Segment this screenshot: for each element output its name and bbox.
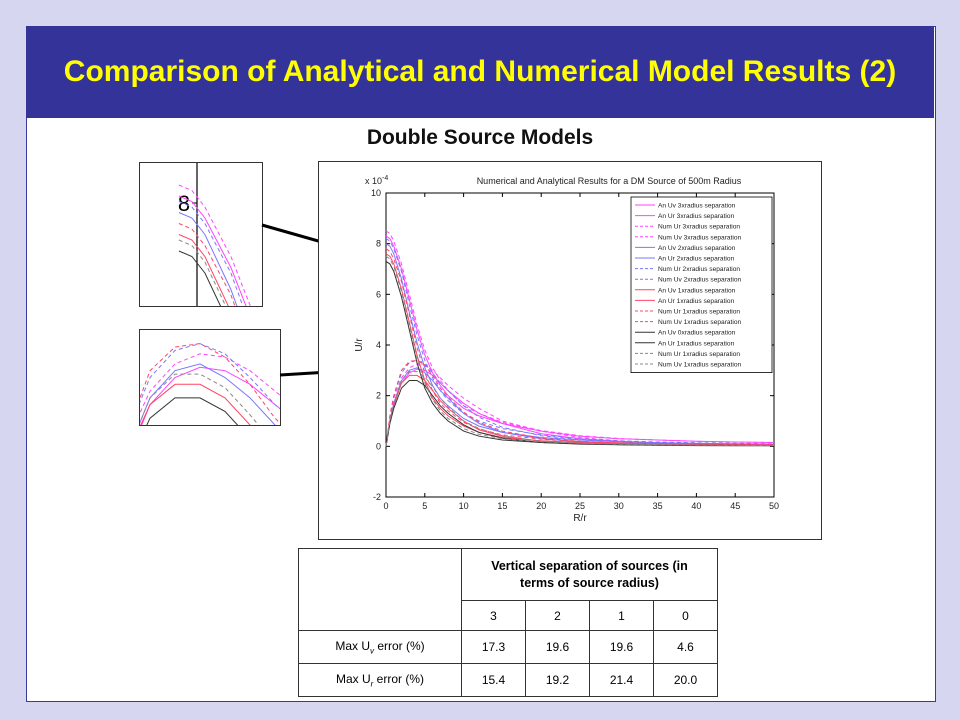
table-row: Max Uv error (%) 17.3 19.6 19.6 4.6 [298, 630, 718, 664]
legend-entry: Num Uv 1xradius separation [658, 319, 742, 326]
zoom-inset-ur-line [140, 343, 280, 424]
table-cell: 19.6 [589, 630, 654, 664]
title-bar: Comparison of Analytical and Numerical M… [26, 26, 934, 118]
series-line [385, 243, 775, 445]
x-tick-label: 45 [730, 501, 740, 511]
y-tick-label: 0 [376, 441, 381, 451]
legend-entry: Num Ur 1xradius separation [658, 309, 740, 316]
legend-entry: An Ur 2xradius separation [658, 256, 735, 263]
legend-entry: An Ur 3xradius separation [658, 213, 735, 220]
y-axis-label: U/r [354, 338, 365, 352]
legend-entry: An Uv 3xradius separation [658, 203, 736, 210]
x-tick-label: 0 [383, 501, 388, 511]
table-row-label: Max Ur error (%) [298, 663, 462, 697]
legend-entry: An Uv 2xradius separation [658, 245, 736, 252]
y-exponent-label: x 10-4 [365, 175, 388, 186]
x-tick-label: 20 [536, 501, 546, 511]
zoom-inset-ur-line [140, 373, 259, 425]
x-tick-label: 50 [769, 501, 779, 511]
zoom-inset-uv-line [178, 212, 238, 306]
x-tick-label: 25 [575, 501, 585, 511]
series-line [385, 248, 775, 446]
zoom-inset-ur-line [140, 343, 280, 410]
table-col-header: 0 [653, 600, 718, 631]
x-tick-label: 10 [459, 501, 469, 511]
zoom-inset-ur-svg [140, 343, 280, 425]
zoom-inset-ur-line [140, 353, 280, 415]
zoom-inset-ur-line [140, 363, 276, 425]
slide-subtitle: Double Source Models [366, 126, 594, 149]
table-col-header: 2 [525, 600, 590, 631]
zoom-inset-ur-line [146, 397, 239, 425]
x-tick-label: 15 [497, 501, 507, 511]
zoom-inset-tick-label: 8 [178, 191, 190, 216]
x-tick-label: 30 [614, 501, 624, 511]
y-tick-label: 2 [376, 391, 381, 401]
table-group-header-text: Vertical separation of sources (in terms… [491, 558, 688, 590]
series-line [385, 371, 775, 447]
legend-entry: Num Ur 1xradius separation [658, 351, 740, 358]
zoom-inset-uv-peak: 8 [139, 162, 263, 307]
main-chart-panel: Numerical and Analytical Results for a D… [318, 161, 822, 540]
table-cell: 15.4 [461, 663, 526, 697]
zoom-inset-uv-line [178, 239, 227, 306]
legend-entry: Num Uv 2xradius separation [658, 277, 742, 284]
legend-entry: An Ur 1xradius separation [658, 298, 735, 305]
zoom-inset-ur-peak [139, 329, 281, 426]
table-group-header: Vertical separation of sources (in terms… [461, 548, 718, 601]
results-table: Vertical separation of sources (in terms… [298, 548, 718, 697]
results-table-container: Vertical separation of sources (in terms… [298, 548, 718, 697]
slide-title: Comparison of Analytical and Numerical M… [63, 55, 897, 88]
legend-entry: Num Ur 3xradius separation [658, 224, 740, 231]
zoom-inset-uv-line [178, 195, 247, 306]
table-row: Max Ur error (%) 15.4 19.2 21.4 20.0 [298, 663, 718, 697]
series-line [385, 255, 775, 446]
table-column-row: 3 2 1 0 [299, 600, 718, 631]
table-cell: 17.3 [461, 630, 526, 664]
table-col-header: 3 [461, 600, 526, 631]
legend-entry: An Ur 1xradius separation [658, 340, 735, 347]
table-cell: 21.4 [589, 663, 654, 697]
zoom-inset-uv-line [178, 223, 236, 306]
y-tick-label: 6 [376, 289, 381, 299]
main-chart: Numerical and Analytical Results for a D… [354, 175, 779, 524]
zoom-inset-ur-line [141, 383, 251, 425]
legend-entry: Num Ur 2xradius separation [658, 266, 740, 273]
zoom-inset-uv-svg: 8 [178, 163, 251, 306]
y-tick-label: 8 [376, 239, 381, 249]
table-cell: 19.2 [525, 663, 590, 697]
table-cell: 20.0 [653, 663, 718, 697]
series-line [385, 230, 775, 443]
x-tick-label: 5 [422, 501, 427, 511]
table-col-header: 1 [589, 600, 654, 631]
legend-entry: Num Uv 3xradius separation [658, 234, 742, 241]
x-tick-label: 35 [653, 501, 663, 511]
legend-entry: Num Uv 1xradius separation [658, 362, 742, 369]
zoom-inset-ur-line [140, 366, 280, 425]
legend-entry: An Uv 1xradius separation [658, 287, 736, 294]
chart-title: Numerical and Analytical Results for a D… [477, 176, 742, 186]
y-tick-label: -2 [373, 492, 381, 502]
x-tick-label: 40 [691, 501, 701, 511]
series-line [385, 359, 775, 447]
x-axis-label: R/r [573, 513, 587, 524]
series-line [385, 238, 775, 445]
y-tick-label: 10 [371, 188, 381, 198]
y-tick-label: 4 [376, 340, 381, 350]
table-corner-cell [298, 548, 462, 631]
table-cell: 4.6 [653, 630, 718, 664]
table-row-label: Max Uv error (%) [298, 630, 462, 664]
zoom-inset-uv-line [178, 184, 251, 306]
legend-entry: An Uv 0xradius separation [658, 330, 736, 337]
legend-box [630, 196, 773, 374]
table-header-row: Vertical separation of sources (in terms… [298, 548, 718, 631]
table-cell: 19.6 [525, 630, 590, 664]
zoom-inset-uv-line [178, 250, 222, 306]
